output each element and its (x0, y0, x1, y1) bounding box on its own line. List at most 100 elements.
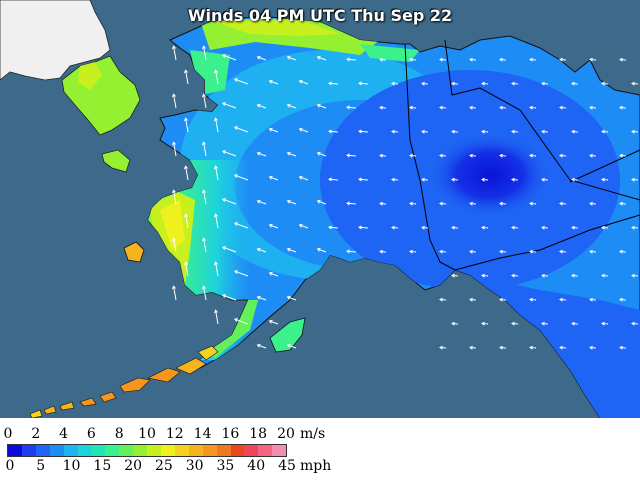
wind-arrow-head (571, 273, 575, 278)
wind-arrow (409, 154, 417, 157)
wind-arrow-head (481, 177, 485, 182)
wind-arrow-head (589, 57, 593, 62)
wind-arrow (589, 58, 597, 61)
wind-arrow-head (172, 285, 176, 290)
wind-arrow-head (268, 223, 273, 228)
wind-arrow (287, 296, 297, 301)
wind-arrow (439, 298, 447, 301)
wind-arrow-head (559, 57, 563, 62)
wind-arrow-head (571, 321, 575, 326)
wind-arrow (481, 274, 489, 277)
wind-arrow (469, 58, 477, 61)
wind-arrow (439, 346, 447, 349)
wind-arrow (451, 226, 459, 229)
wind-arrow-head (346, 153, 350, 158)
wind-arrow-head (439, 297, 443, 302)
wind-arrow (391, 178, 399, 181)
wind-arrow-head (391, 129, 395, 134)
wind-arrow-head (391, 177, 395, 182)
wind-arrow-head (221, 246, 226, 250)
wind-arrow (511, 130, 519, 133)
wind-arrow (601, 226, 609, 229)
wind-arrow-head (214, 213, 218, 218)
wind-arrow-head (469, 105, 473, 110)
wind-arrow (185, 118, 189, 133)
wind-arrow-head (619, 153, 623, 158)
wind-arrow-head (601, 225, 605, 230)
colorbar-segment (77, 445, 92, 456)
wind-arrow-head (316, 103, 321, 108)
colorbar-segment (119, 445, 134, 456)
wind-arrow-head (233, 126, 238, 130)
wind-arrow (589, 154, 597, 157)
wind-arrow-head (619, 105, 623, 110)
legend-tick-label: 30 (185, 458, 204, 474)
wind-arrow (409, 58, 417, 61)
wind-arrow (499, 250, 507, 253)
wind-arrow (215, 310, 219, 325)
wind-arrow (222, 246, 237, 253)
wind-arrow-head (589, 201, 593, 206)
wind-arrow-head (631, 225, 635, 230)
wind-arrow (619, 250, 627, 253)
wind-arrow-head (601, 81, 605, 86)
wind-arrow (257, 152, 267, 157)
wind-arrow (317, 56, 327, 61)
wind-arrow-head (511, 225, 515, 230)
wind-arrow-head (391, 81, 395, 86)
wind-arrow (287, 200, 297, 205)
colorbar-segment (160, 445, 175, 456)
wind-arrow (234, 222, 249, 229)
wind-arrow (619, 154, 627, 157)
wind-arrow-head (409, 153, 413, 158)
wind-arrow-head (619, 297, 623, 302)
wind-arrow-head (328, 177, 332, 182)
wind-arrow (499, 346, 507, 349)
wind-arrow (481, 178, 489, 181)
wind-arrow (287, 344, 297, 349)
wind-arrow (257, 248, 267, 253)
wind-arrow (631, 178, 639, 181)
wind-arrow (511, 322, 519, 325)
wind-arrow (173, 238, 177, 253)
wind-arrow (185, 166, 189, 181)
wind-arrow (185, 214, 189, 229)
wind-arrow (257, 56, 267, 61)
wind-arrow-head (511, 177, 515, 182)
wind-arrow-head (286, 103, 291, 108)
wind-arrow-head (202, 189, 206, 194)
wind-arrow-head (233, 78, 238, 82)
wind-arrow (299, 224, 309, 229)
wind-arrow (559, 202, 567, 205)
wind-arrow-head (631, 129, 635, 134)
wind-arrow (451, 322, 459, 325)
wind-arrow-head (379, 153, 383, 158)
wind-arrow (346, 154, 357, 157)
wind-arrow-head (172, 45, 176, 50)
wind-arrow (421, 178, 429, 181)
wind-arrow (571, 178, 579, 181)
wind-arrow-head (202, 237, 206, 242)
wind-arrow (619, 346, 627, 349)
wind-arrow (541, 274, 549, 277)
wind-arrow (173, 190, 177, 205)
wind-arrow (391, 130, 399, 133)
wind-arrow (469, 346, 477, 349)
wind-arrow-head (391, 225, 395, 230)
wind-arrow-head (346, 249, 350, 254)
wind-arrow-head (559, 249, 563, 254)
wind-arrow-head (379, 249, 383, 254)
wind-arrow-head (589, 249, 593, 254)
wind-arrow-head (439, 153, 443, 158)
wind-arrow-head (511, 129, 515, 134)
wind-arrow (439, 202, 447, 205)
legend-tick-label: 8 (114, 426, 124, 442)
wind-arrow-head (268, 319, 273, 324)
wind-arrow-head (481, 273, 485, 278)
wind-arrow-head (346, 57, 350, 62)
wind-arrow-head (286, 151, 291, 156)
wind-arrow (203, 238, 207, 253)
wind-arrow-head (541, 321, 545, 326)
wind-arrow-head (286, 55, 291, 60)
wind-arrow-head (631, 177, 635, 182)
